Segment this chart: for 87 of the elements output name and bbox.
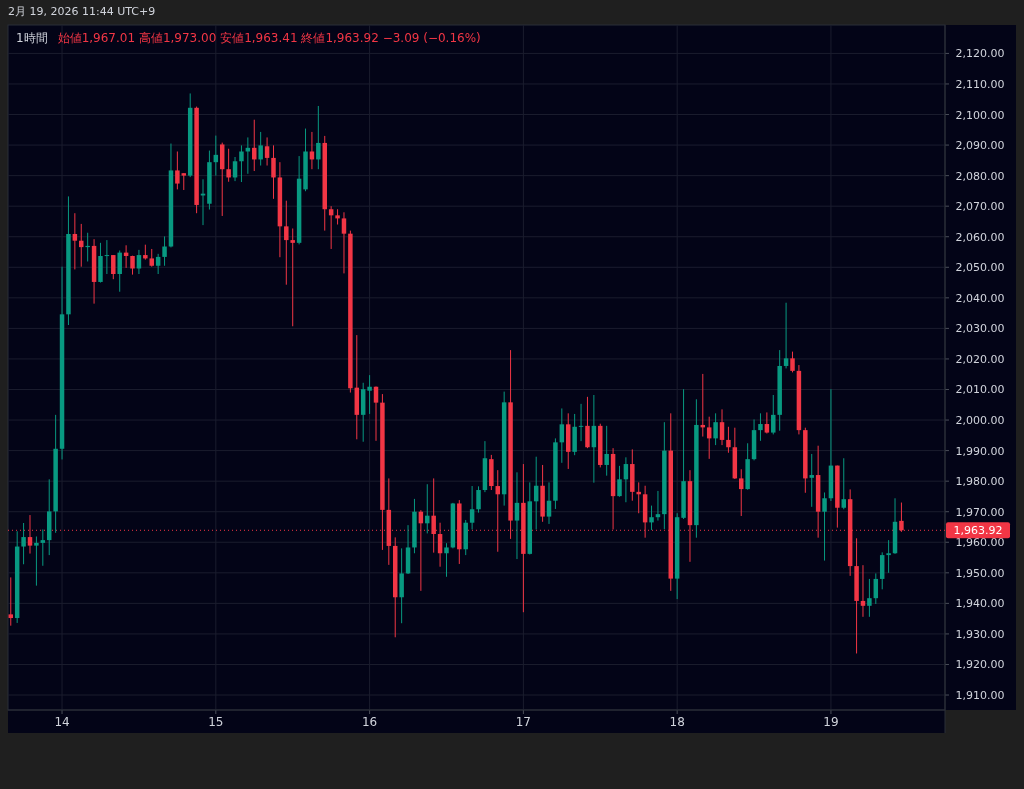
candlestick xyxy=(771,394,776,435)
candlestick xyxy=(40,528,46,567)
candlestick xyxy=(316,105,321,170)
candlestick xyxy=(739,468,744,517)
candlestick xyxy=(886,539,891,574)
candlestick xyxy=(425,483,430,534)
candlestick xyxy=(604,425,609,477)
candlestick xyxy=(444,542,449,578)
text: 始値1,967.01 高値1,973.00 安値1,963.41 終値1,963.92 −3.09 (−0.16%) xyxy=(57,31,481,45)
y-tick-label: 2,080.00 xyxy=(955,169,1005,183)
y-tick-label: 2,120.00 xyxy=(955,47,1005,61)
y-tick-label: 2,050.00 xyxy=(955,261,1005,275)
x-tick-label: 16 xyxy=(361,715,378,729)
candlestick xyxy=(21,522,26,565)
candlestick xyxy=(34,535,39,587)
candlestick xyxy=(726,426,731,454)
candlestick xyxy=(649,505,654,531)
candlestick xyxy=(719,408,725,446)
y-tick-label: 1,970.00 xyxy=(955,505,1005,519)
candlestick xyxy=(860,564,866,618)
candlestick xyxy=(271,144,276,200)
candlestick xyxy=(284,200,289,286)
candlestick xyxy=(399,547,404,624)
candlestick xyxy=(85,232,90,262)
candlestick xyxy=(8,576,14,627)
candlestick xyxy=(476,485,481,514)
y-tick-label: 1,920.00 xyxy=(955,658,1005,672)
candlestick xyxy=(111,254,116,280)
candlestick xyxy=(373,385,379,442)
candlestick xyxy=(258,131,263,167)
x-tick-label: 14 xyxy=(54,715,70,729)
y-tick-label: 2,060.00 xyxy=(955,230,1005,244)
candlestick xyxy=(578,403,584,442)
y-tick-label: 2,090.00 xyxy=(955,139,1005,153)
candlestick xyxy=(252,119,257,172)
y-tick-label: 2,110.00 xyxy=(955,77,1005,91)
y-tick-label: 1,940.00 xyxy=(955,597,1005,611)
candlestick xyxy=(367,374,372,415)
candlestick xyxy=(117,249,122,293)
ref-line-label: 1,963.92 xyxy=(953,524,1003,538)
y-tick-label: 1,990.00 xyxy=(955,444,1005,458)
y-tick-label: 2,010.00 xyxy=(955,383,1005,397)
candlestick xyxy=(175,150,180,190)
text: 2月 19, 2026 11:44 UTC+9 xyxy=(8,5,156,18)
y-tick-label: 1,950.00 xyxy=(955,566,1005,580)
candlestick xyxy=(79,223,84,268)
candlestick xyxy=(783,302,789,369)
candlestick xyxy=(713,412,718,446)
candlestick xyxy=(706,416,712,460)
candlestick xyxy=(790,351,795,373)
y-tick-label: 1,910.00 xyxy=(955,689,1005,703)
candlestick xyxy=(879,551,885,590)
candlestick xyxy=(136,249,142,275)
candlestick xyxy=(290,227,295,327)
y-tick-label: 1,960.00 xyxy=(955,536,1005,550)
candlestick xyxy=(155,253,161,275)
y-tick-label: 2,030.00 xyxy=(955,322,1005,336)
candlestick xyxy=(822,491,827,562)
candlestick xyxy=(867,578,872,618)
text: 1時間 xyxy=(16,31,48,45)
candlestick xyxy=(72,212,78,270)
candlestick xyxy=(162,235,167,267)
y-tick-label: 2,020.00 xyxy=(955,352,1005,366)
y-tick-label: 1,930.00 xyxy=(955,627,1005,641)
candlestick xyxy=(546,481,552,525)
x-tick-label: 18 xyxy=(669,715,685,729)
candlestick xyxy=(239,144,244,183)
x-tick-label: 17 xyxy=(515,715,532,729)
candlestick xyxy=(469,485,475,530)
candlestick xyxy=(514,471,520,560)
candlestick xyxy=(841,457,846,510)
y-tick-label: 2,040.00 xyxy=(955,291,1005,305)
candlestick xyxy=(636,481,641,514)
candlestick xyxy=(264,136,270,167)
y-tick-label: 1,980.00 xyxy=(955,475,1005,489)
candlestick xyxy=(341,211,347,274)
y-tick-label: 2,000.00 xyxy=(955,414,1005,428)
candlestick xyxy=(226,148,231,183)
x-tick-label: 19 xyxy=(823,715,839,729)
candlestick xyxy=(809,453,814,508)
y-tick-label: 2,100.00 xyxy=(955,108,1005,122)
x-tick-label: 15 xyxy=(208,715,224,729)
candlestick xyxy=(585,396,590,449)
y-tick-label: 2,070.00 xyxy=(955,200,1005,214)
candlestick xyxy=(617,465,622,498)
candlestick xyxy=(758,412,763,442)
candlestick xyxy=(104,239,110,275)
